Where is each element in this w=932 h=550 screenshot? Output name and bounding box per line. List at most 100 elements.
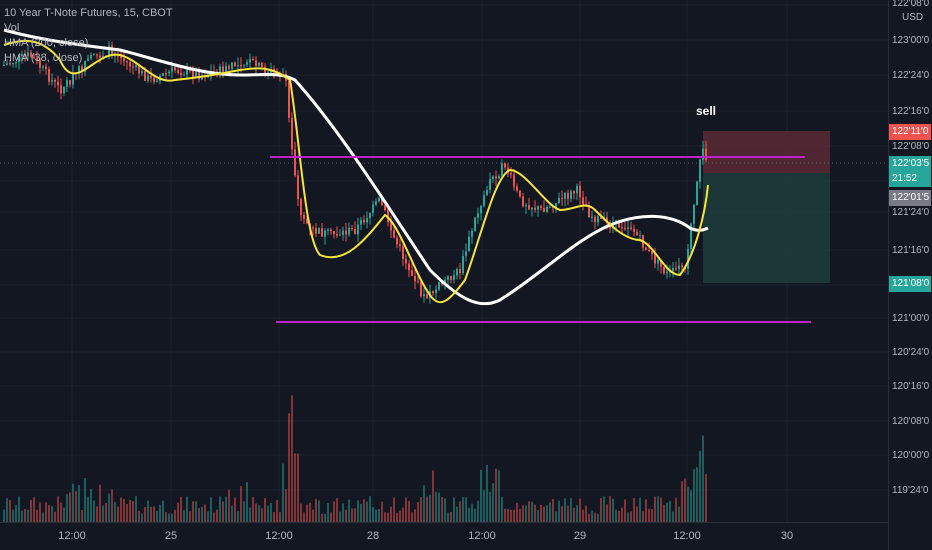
candle-body — [657, 259, 659, 264]
candle-body — [672, 268, 674, 272]
candle-body — [174, 67, 176, 71]
y-tick: 122'24'0 — [892, 70, 930, 81]
candle-body — [423, 294, 425, 297]
volume-bar — [687, 486, 689, 522]
volume-bar — [474, 508, 476, 522]
volume-bar — [705, 474, 707, 522]
candle-body — [33, 56, 35, 59]
candle-body — [90, 55, 92, 59]
volume-bar — [219, 496, 221, 522]
candle-body — [192, 70, 194, 78]
candle-body — [402, 246, 404, 259]
volume-bar — [324, 513, 326, 522]
volume-bar — [597, 513, 599, 522]
chart-legend: 10 Year T-Note Futures, 15, CBOT Vol HMA… — [4, 6, 173, 66]
volume-bar — [531, 501, 533, 522]
volume-bar — [366, 501, 368, 522]
volume-bar — [639, 497, 641, 522]
volume-bar — [510, 509, 512, 522]
volume-bar — [567, 505, 569, 522]
volume-bar — [156, 511, 158, 522]
candle-body — [72, 72, 74, 85]
volume-bar — [672, 511, 674, 522]
volume-bar — [588, 513, 590, 522]
volume-bar — [390, 506, 392, 522]
y-tick: 120'08'0 — [892, 416, 930, 427]
volume-bar — [168, 513, 170, 522]
volume-bar — [414, 509, 416, 522]
price-axis[interactable] — [888, 0, 932, 550]
volume-bar — [693, 469, 695, 522]
volume-bar — [144, 506, 146, 522]
legend-vol[interactable]: Vol — [4, 22, 20, 34]
candle-body — [6, 63, 8, 65]
volume-bar — [486, 465, 488, 522]
volume-bar — [633, 497, 635, 522]
y-tick: 121'00'0 — [892, 313, 930, 324]
volume-bar — [540, 504, 542, 522]
candle-body — [705, 148, 707, 160]
candle-body — [519, 190, 521, 197]
x-tick: 12:00 — [468, 530, 496, 542]
candle-body — [222, 66, 224, 74]
volume-bar — [450, 511, 452, 522]
volume-bar — [456, 506, 458, 522]
candle-body — [27, 52, 29, 57]
volume-bar — [282, 463, 284, 522]
candle-body — [630, 227, 632, 229]
legend-title[interactable]: 10 Year T-Note Futures, 15, CBOT — [4, 7, 173, 19]
volume-bar — [81, 510, 83, 522]
candle-body — [258, 62, 260, 66]
candle-body — [9, 63, 11, 65]
candle-body — [633, 228, 635, 232]
volume-bar — [279, 512, 281, 522]
volume-bar — [339, 511, 341, 522]
candle-body — [327, 229, 329, 231]
volume-bar — [645, 499, 647, 522]
candle-body — [135, 65, 137, 68]
volume-bar — [663, 504, 665, 522]
volume-bar — [681, 481, 683, 522]
volume-bar — [477, 500, 479, 522]
candle-body — [111, 45, 113, 56]
volume-bar — [39, 502, 41, 522]
candle-body — [306, 218, 308, 224]
candle-body — [303, 214, 305, 219]
candle-body — [108, 45, 110, 56]
candle-body — [342, 230, 344, 235]
volume-bar — [369, 496, 371, 522]
volume-bar — [27, 509, 29, 522]
volume-bar — [555, 511, 557, 522]
volume-bar — [426, 496, 428, 522]
candle-body — [81, 66, 83, 72]
volume-bar — [507, 508, 509, 522]
candle-body — [183, 74, 185, 76]
volume-bar — [93, 500, 95, 522]
volume-bar — [354, 508, 356, 522]
legend-hma-38[interactable]: HMA (38, close) — [4, 52, 83, 64]
candle-body — [390, 222, 392, 231]
candle-body — [138, 65, 140, 74]
candle-body — [360, 219, 362, 225]
hma-200-line — [3, 28, 709, 306]
volume-bar — [666, 502, 668, 522]
candle-body — [372, 204, 374, 213]
volume-bar — [411, 512, 413, 522]
candle-body — [363, 219, 365, 223]
volume-bar — [462, 497, 464, 522]
volume-bar — [252, 496, 254, 522]
volume-bar — [570, 498, 572, 522]
candle-body — [132, 66, 134, 68]
volume-bar — [444, 498, 446, 522]
volume-bar — [36, 509, 38, 522]
volume-bar — [48, 505, 50, 522]
volume-bar — [612, 498, 614, 522]
volume-bar — [657, 496, 659, 522]
volume-bar — [534, 504, 536, 522]
candle-body — [462, 255, 464, 274]
volume-bar — [525, 505, 527, 522]
volume-bar — [546, 505, 548, 522]
legend-hma-200[interactable]: HMA (200, close) — [4, 37, 89, 49]
candle-body — [348, 227, 350, 235]
